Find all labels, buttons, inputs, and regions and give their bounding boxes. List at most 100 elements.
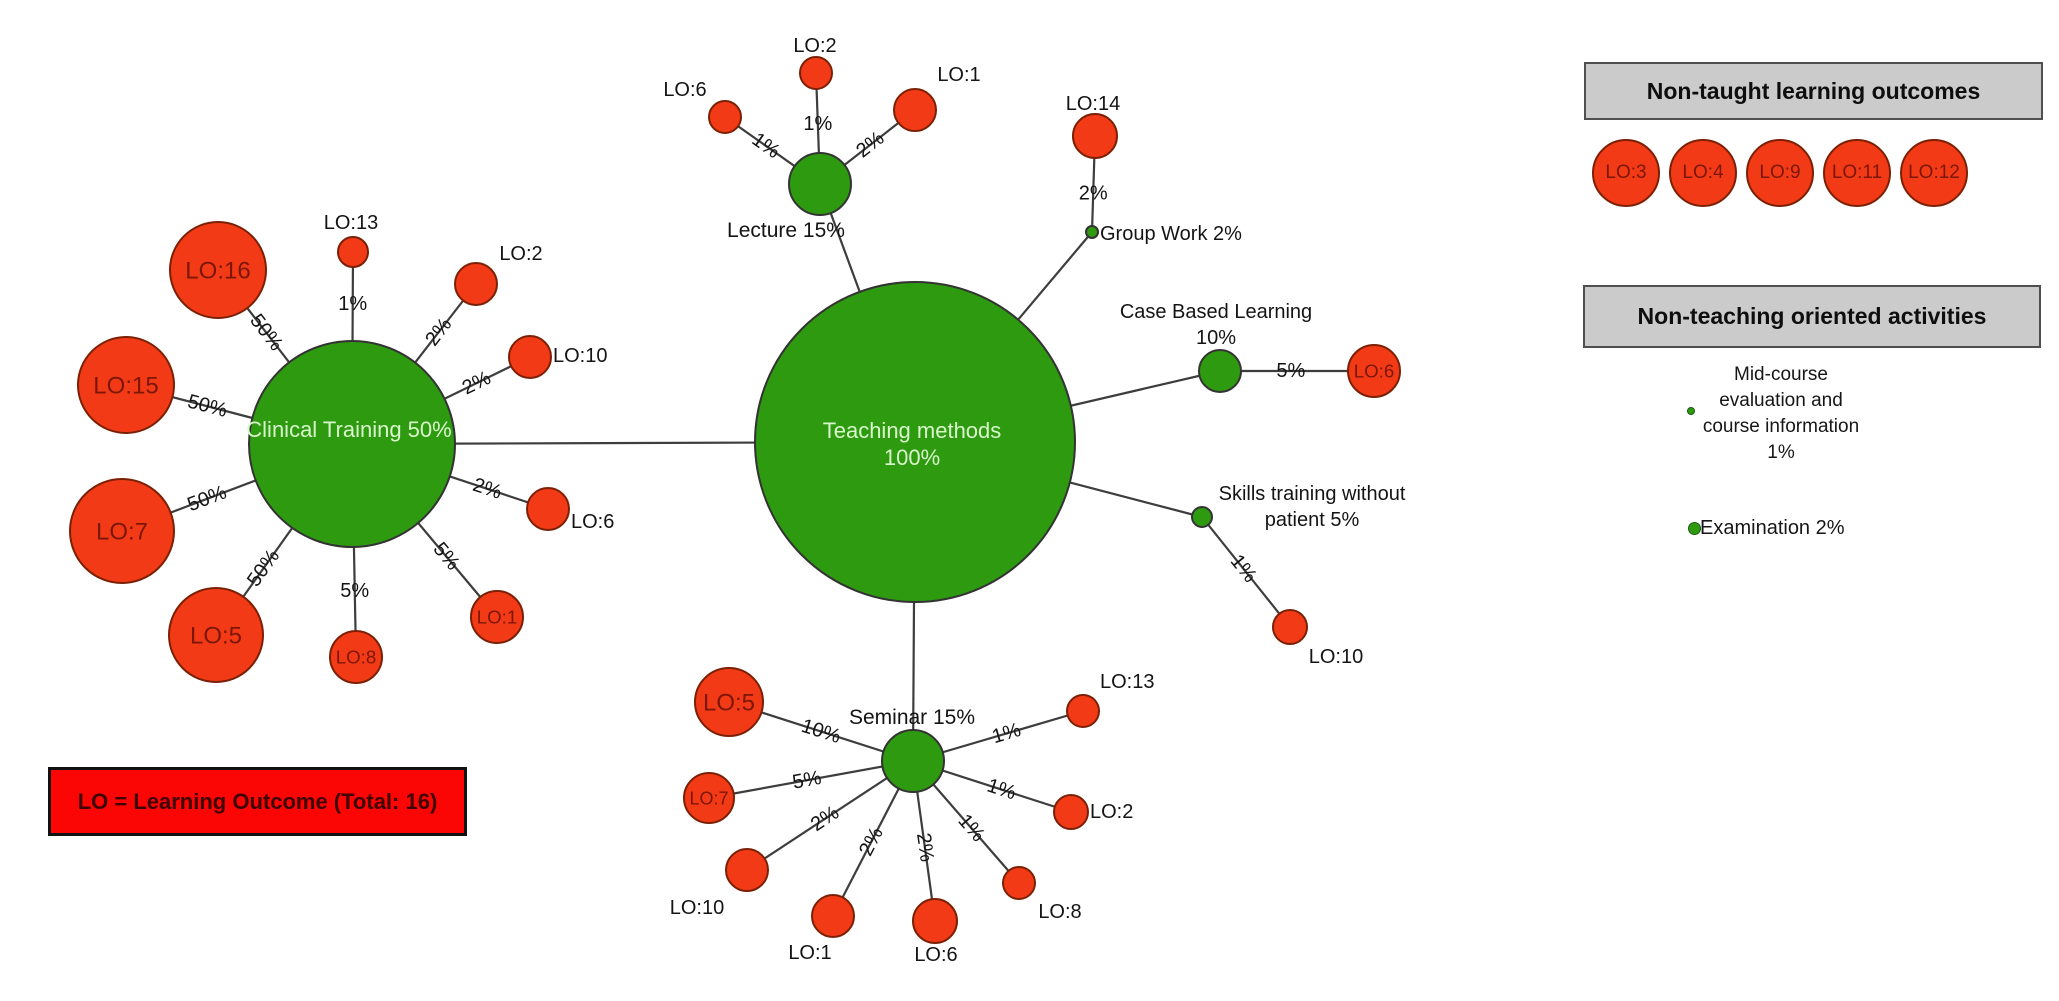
edge-label-clinical-cl_lo8: 5% <box>340 580 369 602</box>
outcome-node-sk_lo10 <box>1272 609 1308 645</box>
outcome-node-lec_lo6 <box>708 100 742 134</box>
method-node-seminar <box>881 729 945 793</box>
activity-label-1: Examination 2% <box>1700 516 1940 540</box>
edge-label-lecture-lec_lo6: 1% <box>748 128 784 163</box>
outcome-label-sem_lo8: LO:8 <box>1038 901 1081 923</box>
outcome-label-cl_lo15: LO:15 <box>93 373 158 400</box>
legend-outcome-LO-9: LO:9 <box>1746 139 1814 207</box>
legend-outcome-LO-3: LO:3 <box>1592 139 1660 207</box>
legend-non-taught-box: Non-taught learning outcomes <box>1584 62 2043 120</box>
edge-label-skills-sk_lo10: 1% <box>1226 551 1261 587</box>
method-node-teaching <box>754 281 1076 603</box>
method-label-casebased: 10% <box>1196 327 1236 349</box>
outcome-node-cl_lo13 <box>337 236 369 268</box>
edge-label-seminar-sem_lo1: 2% <box>855 824 888 860</box>
edge-label-seminar-sem_lo6: 2% <box>912 832 938 864</box>
non-taught-outcomes-row: LO:3 LO:4 LO:9 LO:11 LO:12 <box>1592 139 1968 207</box>
outcome-label-gw_lo14: LO:14 <box>1066 93 1120 115</box>
method-label-lecture: Lecture 15% <box>727 219 845 242</box>
edge-label-seminar-sem_lo5: 10% <box>799 715 844 748</box>
method-label-seminar: Seminar 15% <box>849 706 975 729</box>
activity-label-line: Mid-course <box>1734 364 1828 385</box>
outcome-label-sem_lo6: LO:6 <box>914 944 957 966</box>
outcome-node-cl_lo5 <box>168 587 264 683</box>
method-node-lecture <box>788 152 852 216</box>
outcome-node-sem_lo10 <box>725 848 769 892</box>
legend-non-teaching-box: Non-teaching oriented activities <box>1583 285 2041 348</box>
method-node-casebased <box>1198 349 1242 393</box>
outcome-node-sem_lo8 <box>1002 866 1036 900</box>
outcome-node-sem_lo5 <box>694 667 764 737</box>
edge-label-seminar-sem_lo2: 1% <box>984 775 1018 805</box>
lo-abbreviation-note: LO = Learning Outcome (Total: 16) <box>48 767 467 836</box>
outcome-node-cl_lo15 <box>77 336 175 434</box>
outcome-label-cl_lo6: LO:6 <box>571 511 614 533</box>
outcome-node-cb_lo6 <box>1347 344 1401 398</box>
outcome-label-cb_lo6: LO:6 <box>1354 361 1395 382</box>
outcome-node-sem_lo1 <box>811 894 855 938</box>
outcome-label-sk_lo10: LO:10 <box>1309 646 1363 668</box>
outcome-label-lec_lo2: LO:2 <box>793 35 836 57</box>
activity-label-line: course information <box>1702 416 1860 437</box>
method-label-teaching: 100% <box>884 445 940 470</box>
outcome-label-cl_lo16: LO:16 <box>185 258 250 285</box>
method-label-casebased: Case Based Learning <box>1120 301 1312 323</box>
legend-outcome-LO-12: LO:12 <box>1900 139 1968 207</box>
outcome-node-cl_lo16 <box>169 221 267 319</box>
outcome-node-gw_lo14 <box>1072 113 1118 159</box>
outcome-node-cl_lo6 <box>526 487 570 531</box>
outcome-label-lec_lo6: LO:6 <box>663 79 706 101</box>
edge-label-clinical-cl_lo6: 2% <box>470 474 505 504</box>
method-label-skills: Skills training without <box>1219 483 1406 505</box>
edge-label-lecture-lec_lo1: 2% <box>852 127 888 162</box>
method-node-groupwork <box>1085 225 1099 239</box>
outcome-label-cl_lo13: LO:13 <box>324 212 378 234</box>
edge-label-seminar-sem_lo7: 5% <box>791 767 824 794</box>
activity-label-line: evaluation and <box>1719 390 1843 411</box>
legend-outcome-LO-4: LO:4 <box>1669 139 1737 207</box>
activity-label-0: Mid-course evaluation and course informati… <box>1670 362 1892 466</box>
edge-label-groupwork-gw_lo14: 2% <box>1079 183 1108 205</box>
outcome-label-sem_lo1: LO:1 <box>788 942 831 964</box>
outcome-label-sem_lo2: LO:2 <box>1090 801 1133 823</box>
edge-label-clinical-cl_lo2: 2% <box>421 314 456 350</box>
method-node-skills <box>1191 506 1213 528</box>
outcome-label-sem_lo7: LO:7 <box>689 788 728 808</box>
edge-label-seminar-sem_lo10: 2% <box>807 802 843 836</box>
edge-label-clinical-cl_lo15: 50% <box>185 391 229 422</box>
edge-label-lecture-lec_lo2: 1% <box>803 113 832 135</box>
edge-seminar-sem_lo7 <box>708 759 914 800</box>
edge-label-clinical-cl_lo1: 5% <box>429 538 465 574</box>
legend-outcome-LO-11: LO:11 <box>1823 139 1891 207</box>
outcome-label-cl_lo2: LO:2 <box>499 243 542 265</box>
outcome-label-cl_lo10: LO:10 <box>553 345 607 367</box>
edge-label-seminar-sem_lo13: 1% <box>990 719 1024 748</box>
outcome-label-cl_lo5: LO:5 <box>190 623 242 650</box>
method-label-clinical: Clinical Training 50% <box>246 417 451 442</box>
edge-seminar-sem_lo10 <box>746 760 914 871</box>
outcome-label-cl_lo1: LO:1 <box>477 607 518 628</box>
method-label-teaching: Teaching methods <box>823 418 1002 443</box>
activity-label-line: 1% <box>1767 442 1795 463</box>
outcome-label-cl_lo7: LO:7 <box>96 519 148 546</box>
edge-label-clinical-cl_lo7: 50% <box>184 481 229 516</box>
method-label-groupwork: Group Work 2% <box>1100 223 1242 245</box>
edge-label-casebased-cb_lo6: 5% <box>1276 360 1305 382</box>
outcome-node-lec_lo2 <box>799 56 833 90</box>
outcome-label-sem_lo13: LO:13 <box>1100 671 1154 693</box>
outcome-node-cl_lo8 <box>329 630 383 684</box>
outcome-label-lec_lo1: LO:1 <box>937 64 980 86</box>
outcome-node-sem_lo13 <box>1066 694 1100 728</box>
lo-abbreviation-note-text: LO = Learning Outcome (Total: 16) <box>77 788 438 814</box>
outcome-label-sem_lo10: LO:10 <box>670 897 724 919</box>
edge-label-clinical-cl_lo10: 2% <box>459 367 495 400</box>
activity-dot-1 <box>1687 521 1701 535</box>
edge-label-clinical-cl_lo5: 50% <box>243 545 284 591</box>
outcome-node-cl_lo10 <box>508 335 552 379</box>
outcome-node-lec_lo1 <box>893 88 937 132</box>
legend-non-taught-title: Non-taught learning outcomes <box>1646 77 1981 104</box>
edge-label-clinical-cl_lo13: 1% <box>338 293 367 315</box>
legend-non-teaching-title: Non-teaching oriented activities <box>1637 303 1987 329</box>
outcome-node-sem_lo6 <box>912 898 958 944</box>
